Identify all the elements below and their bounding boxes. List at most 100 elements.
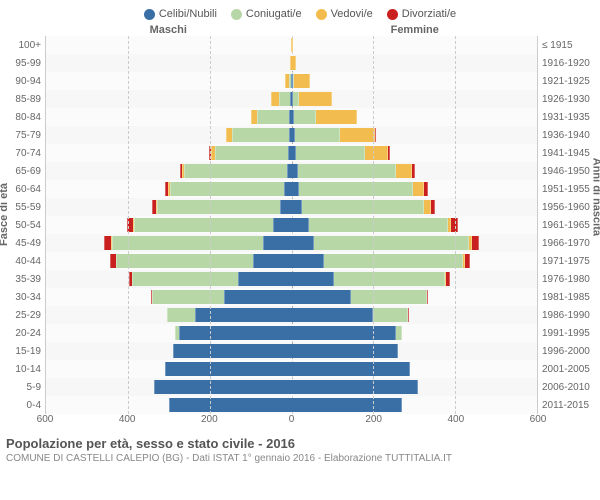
birth-label: 1966-1970 bbox=[542, 234, 600, 252]
age-label: 25-29 bbox=[0, 306, 41, 324]
legend-swatch bbox=[316, 9, 327, 20]
male-half bbox=[46, 108, 292, 126]
bar-segment bbox=[446, 272, 450, 286]
bar-segment bbox=[273, 218, 291, 232]
bar-segment bbox=[292, 56, 297, 70]
bar-segment bbox=[295, 128, 340, 142]
birth-label: 2001-2005 bbox=[542, 360, 600, 378]
bar-row bbox=[46, 162, 537, 180]
bar-row bbox=[46, 360, 537, 378]
male-half bbox=[46, 378, 292, 396]
bar-segment bbox=[373, 308, 408, 322]
bar-segment bbox=[365, 146, 388, 160]
male-half bbox=[46, 144, 292, 162]
legend-label: Vedovi/e bbox=[331, 8, 373, 20]
bar-row bbox=[46, 270, 537, 288]
female-half bbox=[292, 90, 538, 108]
stacked-bar bbox=[110, 254, 292, 268]
bar-row bbox=[46, 108, 537, 126]
stacked-bar bbox=[292, 182, 428, 196]
bar-segment bbox=[292, 362, 411, 376]
male-half bbox=[46, 288, 292, 306]
bar-segment bbox=[465, 254, 471, 268]
bar-segment bbox=[324, 254, 463, 268]
x-tick: 600 bbox=[530, 414, 547, 425]
bar-segment bbox=[184, 164, 286, 178]
legend-label: Divorziati/e bbox=[402, 8, 456, 20]
age-label: 15-19 bbox=[0, 342, 41, 360]
axis-title-left: Fasce di età bbox=[0, 183, 10, 246]
stacked-bar bbox=[104, 236, 292, 250]
header-male: Maschi bbox=[45, 24, 292, 36]
male-half bbox=[46, 180, 292, 198]
bar-segment bbox=[253, 254, 292, 268]
female-half bbox=[292, 342, 538, 360]
bar-segment bbox=[280, 200, 291, 214]
female-half bbox=[292, 180, 538, 198]
bar-row bbox=[46, 252, 537, 270]
stacked-bar bbox=[180, 164, 292, 178]
stacked-bar bbox=[175, 326, 292, 340]
male-half bbox=[46, 234, 292, 252]
stacked-bar bbox=[292, 218, 458, 232]
bar-row bbox=[46, 288, 537, 306]
bar-segment bbox=[165, 362, 292, 376]
age-label: 90-94 bbox=[0, 72, 41, 90]
stacked-bar bbox=[292, 92, 332, 106]
stacked-bar bbox=[292, 56, 297, 70]
birth-label: 2006-2010 bbox=[542, 378, 600, 396]
birth-label: 1981-1985 bbox=[542, 288, 600, 306]
male-half bbox=[46, 252, 292, 270]
bar-segment bbox=[408, 308, 409, 322]
birth-label: ≤ 1915 bbox=[542, 36, 600, 54]
age-label: 75-79 bbox=[0, 126, 41, 144]
bar-segment bbox=[302, 200, 425, 214]
bar-row bbox=[46, 72, 537, 90]
birth-label: 1976-1980 bbox=[542, 270, 600, 288]
birth-label: 1931-1935 bbox=[542, 108, 600, 126]
legend-label: Coniugati/e bbox=[246, 8, 302, 20]
legend-swatch bbox=[144, 9, 155, 20]
bar-segment bbox=[257, 110, 290, 124]
bar-segment bbox=[396, 164, 412, 178]
bar-row bbox=[46, 180, 537, 198]
bar-segment bbox=[154, 380, 291, 394]
birth-label: 1971-1975 bbox=[542, 252, 600, 270]
stacked-bar bbox=[167, 308, 292, 322]
stacked-bar bbox=[292, 308, 409, 322]
bar-segment bbox=[296, 146, 366, 160]
female-half bbox=[292, 360, 538, 378]
bar-segment bbox=[116, 254, 253, 268]
age-label: 5-9 bbox=[0, 378, 41, 396]
bar-row bbox=[46, 90, 537, 108]
bar-segment bbox=[292, 272, 335, 286]
bar-segment bbox=[299, 182, 414, 196]
bar-segment bbox=[298, 164, 396, 178]
bar-segment bbox=[292, 398, 402, 412]
male-half bbox=[46, 162, 292, 180]
x-tick: 200 bbox=[365, 414, 382, 425]
bar-segment bbox=[413, 182, 423, 196]
bar-row bbox=[46, 342, 537, 360]
age-label: 70-74 bbox=[0, 144, 41, 162]
age-label: 10-14 bbox=[0, 360, 41, 378]
bar-segment bbox=[292, 38, 293, 52]
legend: Celibi/NubiliConiugati/eVedovi/eDivorzia… bbox=[0, 0, 600, 24]
bar-row bbox=[46, 234, 537, 252]
birth-label: 1991-1995 bbox=[542, 324, 600, 342]
male-half bbox=[46, 198, 292, 216]
bar-segment bbox=[292, 308, 374, 322]
bar-segment bbox=[292, 290, 351, 304]
stacked-bar bbox=[169, 398, 292, 412]
bar-segment bbox=[224, 290, 292, 304]
bar-segment bbox=[271, 92, 278, 106]
female-half bbox=[292, 306, 538, 324]
female-half bbox=[292, 198, 538, 216]
stacked-bar bbox=[165, 182, 292, 196]
male-half bbox=[46, 324, 292, 342]
gridline bbox=[128, 36, 129, 414]
stacked-bar bbox=[292, 380, 419, 394]
bar-segment bbox=[157, 200, 280, 214]
male-half bbox=[46, 360, 292, 378]
legend-item: Divorziati/e bbox=[387, 8, 456, 20]
